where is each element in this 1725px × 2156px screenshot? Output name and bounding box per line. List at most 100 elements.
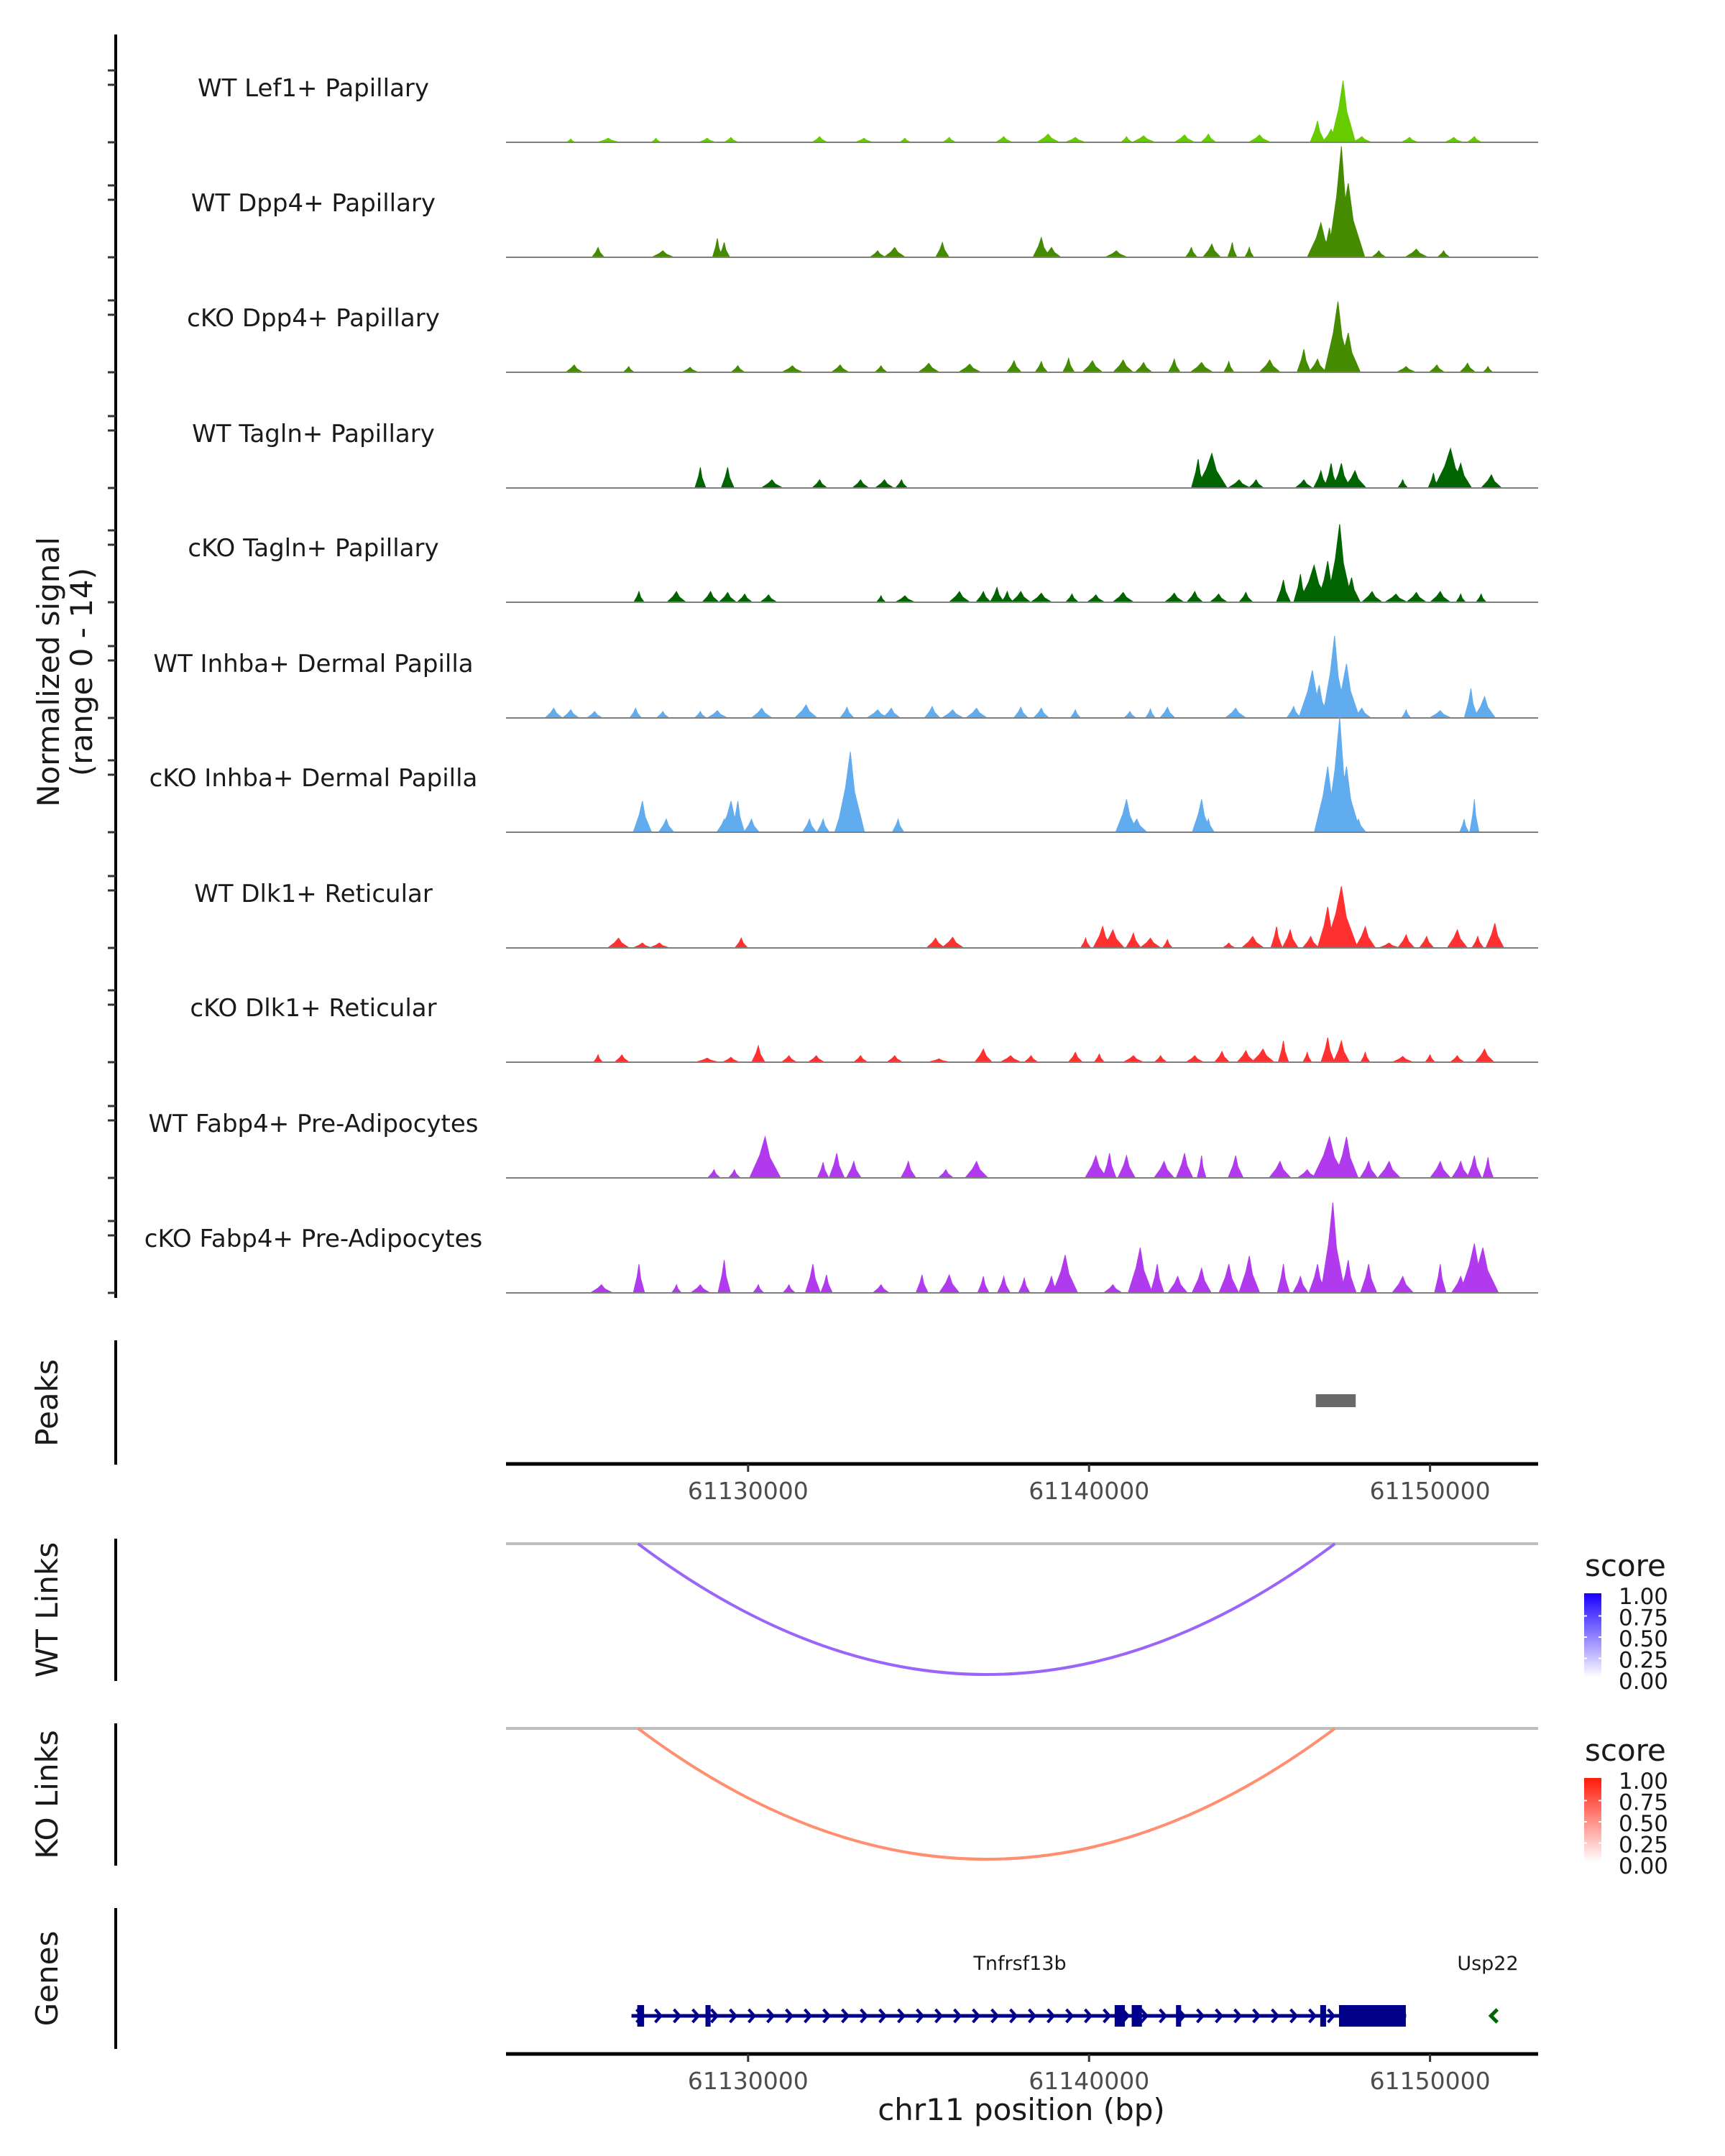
legend-colorbar (1584, 1778, 1601, 1862)
strand-arrow (804, 2008, 813, 2024)
ko-links-panel: KO Links (29, 1723, 1538, 1866)
signal-track: cKO Tagln+ Papillary (188, 524, 1538, 603)
strand-arrow (990, 2008, 1000, 2024)
signal-area (506, 146, 1538, 258)
gene-name-label: Tnfrsf13b (972, 1953, 1066, 1975)
strand-arrow (916, 2008, 925, 2024)
legend-tick-label: 0.50 (1619, 1626, 1668, 1652)
link-arc (637, 1542, 1336, 1676)
signal-track: WT Lef1+ Papillary (198, 74, 1538, 143)
legend-title: score (1585, 1548, 1666, 1583)
signal-track: cKO Inhba+ Dermal Papilla (150, 717, 1538, 833)
x-axis-tick-label: 61140000 (1029, 1477, 1149, 1505)
signal-track: WT Dlk1+ Reticular (194, 880, 1538, 949)
track-label: WT Dpp4+ Papillary (191, 189, 436, 218)
strand-arrow (691, 2008, 701, 2024)
track-label: cKO Tagln+ Papillary (188, 534, 438, 563)
x-axis-tick-label: 61130000 (688, 1477, 809, 1505)
track-label: WT Dlk1+ Reticular (194, 880, 433, 908)
wt-links-panel: WT Links (29, 1539, 1538, 1681)
track-label: cKO Dlk1+ Reticular (190, 994, 436, 1023)
strand-arrow (1140, 2008, 1149, 2024)
signal-track: WT Dpp4+ Papillary (191, 146, 1538, 258)
legend-tick-label: 0.25 (1619, 1833, 1668, 1858)
strand-arrow (972, 2008, 981, 2024)
exon (1176, 2005, 1182, 2027)
strand-arrow (878, 2008, 888, 2024)
signal-area (506, 301, 1538, 373)
x-axis-tick-label: 61150000 (1370, 2067, 1491, 2095)
gene-model: Tnfrsf13b (631, 1953, 1407, 2027)
strand-arrow (1159, 2008, 1168, 2024)
legend-tick-label: 0.00 (1619, 1669, 1668, 1695)
signal-ylabel-line2: (range 0 - 14) (64, 568, 99, 776)
legend-tick-label: 1.00 (1619, 1769, 1668, 1795)
strand-arrow (1271, 2008, 1280, 2024)
strand-arrow (654, 2008, 663, 2024)
wt-links-label: WT Links (29, 1542, 65, 1677)
strand-arrow (1196, 2008, 1205, 2024)
strand-arrow (822, 2008, 832, 2024)
strand-arrow (897, 2008, 906, 2024)
peaks-label: Peaks (29, 1359, 65, 1447)
signal-track: cKO Dpp4+ Papillary (187, 301, 1538, 373)
legend-tick-label: 0.50 (1619, 1811, 1668, 1837)
x-axis-tick-label: 61140000 (1029, 2067, 1149, 2095)
legend-colorbar (1584, 1593, 1601, 1677)
strand-arrow (1084, 2008, 1093, 2024)
strand-arrow (1327, 2008, 1336, 2024)
track-label: WT Fabp4+ Pre-Adipocytes (149, 1110, 479, 1138)
strand-arrow (1028, 2008, 1037, 2024)
track-label: WT Tagln+ Papillary (192, 420, 435, 448)
signal-area (506, 886, 1538, 949)
signal-area (506, 524, 1538, 603)
strand-arrow (1103, 2008, 1112, 2024)
x-axis-tick-label: 61130000 (688, 2067, 809, 2095)
genes-panel: Genes Tnfrsf13b Usp22 (29, 1908, 1519, 2049)
track-label: cKO Dpp4+ Papillary (187, 304, 440, 333)
x-axis-top: 61130000 61140000 61150000 (506, 1462, 1538, 1505)
signal-area (506, 1037, 1538, 1063)
link-arc (637, 1727, 1336, 1861)
signal-y-axis (108, 34, 117, 1298)
legend-tick-label: 0.25 (1619, 1648, 1668, 1674)
track-label: cKO Inhba+ Dermal Papilla (150, 764, 478, 793)
x-axis-title: chr11 position (bp) (878, 2092, 1165, 2127)
exon (1114, 2005, 1126, 2027)
strand-arrow (841, 2008, 850, 2024)
signal-area (506, 447, 1538, 489)
signal-area (506, 635, 1538, 719)
signal-track: WT Inhba+ Dermal Papilla (153, 635, 1538, 719)
strand-arrow (785, 2008, 794, 2024)
strand-arrow (1215, 2008, 1224, 2024)
exon (637, 2005, 645, 2027)
genes-label: Genes (29, 1931, 65, 2027)
gene-model: Usp22 (1457, 1953, 1519, 2024)
strand-arrow (729, 2008, 738, 2024)
exon (1338, 2005, 1406, 2027)
signal-track: cKO Dlk1+ Reticular (190, 994, 1538, 1063)
strand-arrow (1046, 2008, 1056, 2024)
strand-arrow (1009, 2008, 1018, 2024)
strand-arrow (1065, 2008, 1075, 2024)
strand-arrow (860, 2008, 869, 2024)
score-legends: score1.000.750.500.250.00score1.000.750.… (1584, 1548, 1668, 1879)
x-axis-bottom: 61130000 61140000 61150000 (506, 2052, 1538, 2095)
strand-arrow (1308, 2008, 1317, 2024)
exon (705, 2005, 711, 2027)
strand-arrow (1289, 2008, 1299, 2024)
strand-arrow (934, 2008, 944, 2024)
track-label: cKO Fabp4+ Pre-Adipocytes (144, 1225, 483, 1253)
signal-track: WT Fabp4+ Pre-Adipocytes (149, 1110, 1538, 1179)
signal-track: WT Tagln+ Papillary (192, 420, 1538, 489)
signal-area (506, 717, 1538, 833)
signal-ylabel-line1: Normalized signal (31, 537, 66, 807)
legend-tick-label: 0.00 (1619, 1853, 1668, 1879)
legend-tick-label: 1.00 (1619, 1584, 1668, 1610)
peaks-panel: Peaks (29, 1340, 1356, 1465)
strand-arrow (1488, 2008, 1499, 2024)
strand-arrow (710, 2008, 719, 2024)
legend-title: score (1585, 1733, 1666, 1768)
legend-tick-label: 0.75 (1619, 1606, 1668, 1631)
